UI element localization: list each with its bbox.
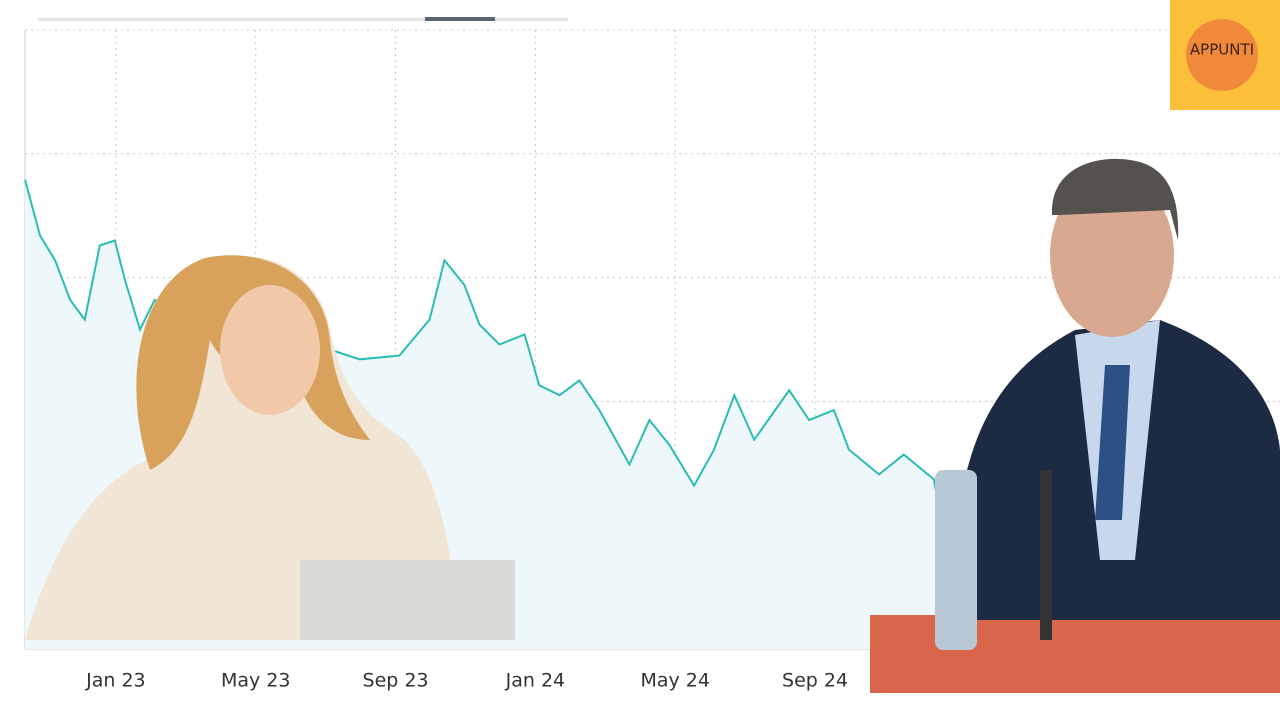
scroll-track (38, 18, 568, 21)
x-tick-label: May 23 (221, 670, 291, 692)
scroll-thumb (425, 17, 495, 21)
x-tick-label: May 24 (640, 670, 710, 692)
x-tick-label: Sep 24 (782, 670, 848, 692)
x-tick-label: Sep 23 (363, 670, 429, 692)
logo-text: APPUNTI (1190, 41, 1254, 59)
x-tick-label: Jan 24 (505, 670, 566, 692)
photo-left (25, 255, 515, 640)
line (24, 179, 940, 506)
photo-right (870, 158, 1280, 693)
logo-circle (1186, 19, 1258, 91)
x-tick-label: Jan 23 (85, 670, 146, 692)
